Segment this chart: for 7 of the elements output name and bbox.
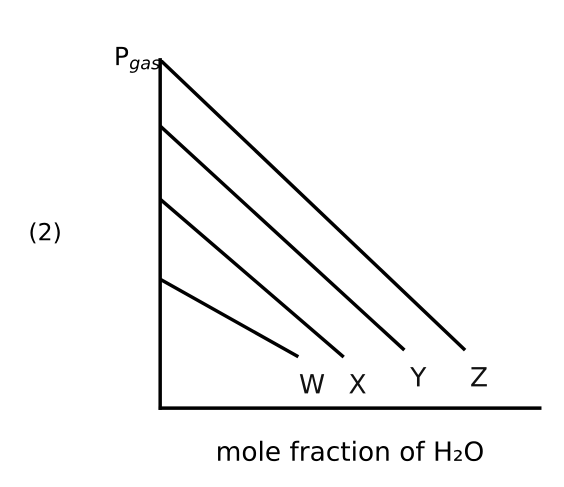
x-axis-title: mole fraction of H₂O [218, 440, 483, 462]
series-label: Y [410, 367, 426, 386]
text: (2) [30, 222, 60, 244]
series-label: Z [471, 367, 487, 386]
y-axis-title: P$_{gas}$ [116, 46, 160, 73]
series-label: W [300, 374, 324, 394]
series-label: X [349, 374, 366, 394]
